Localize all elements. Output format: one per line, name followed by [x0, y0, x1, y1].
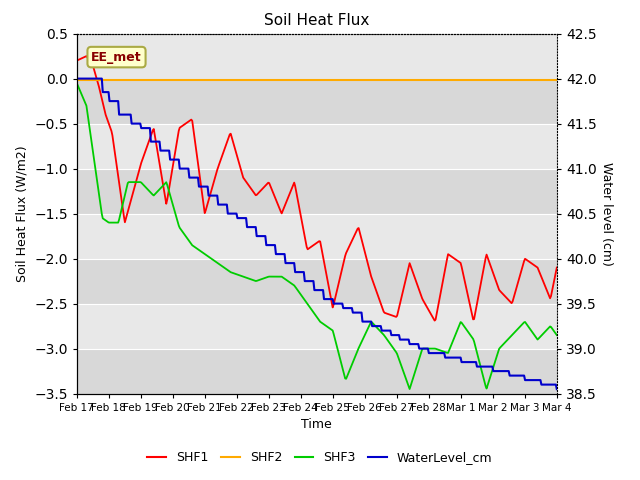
Y-axis label: Water level (cm): Water level (cm) [600, 162, 613, 265]
Bar [77, 123, 557, 168]
Title: Soil Heat Flux: Soil Heat Flux [264, 13, 369, 28]
Bar [77, 168, 557, 214]
Bar [77, 259, 557, 303]
Bar [77, 214, 557, 259]
Bar [77, 348, 557, 394]
Bar [77, 79, 557, 123]
Bar [77, 303, 557, 348]
Text: EE_met: EE_met [91, 50, 142, 63]
Bar [77, 34, 557, 79]
Legend: SHF1, SHF2, SHF3, WaterLevel_cm: SHF1, SHF2, SHF3, WaterLevel_cm [142, 446, 498, 469]
X-axis label: Time: Time [301, 418, 332, 431]
Y-axis label: Soil Heat Flux (W/m2): Soil Heat Flux (W/m2) [15, 145, 29, 282]
